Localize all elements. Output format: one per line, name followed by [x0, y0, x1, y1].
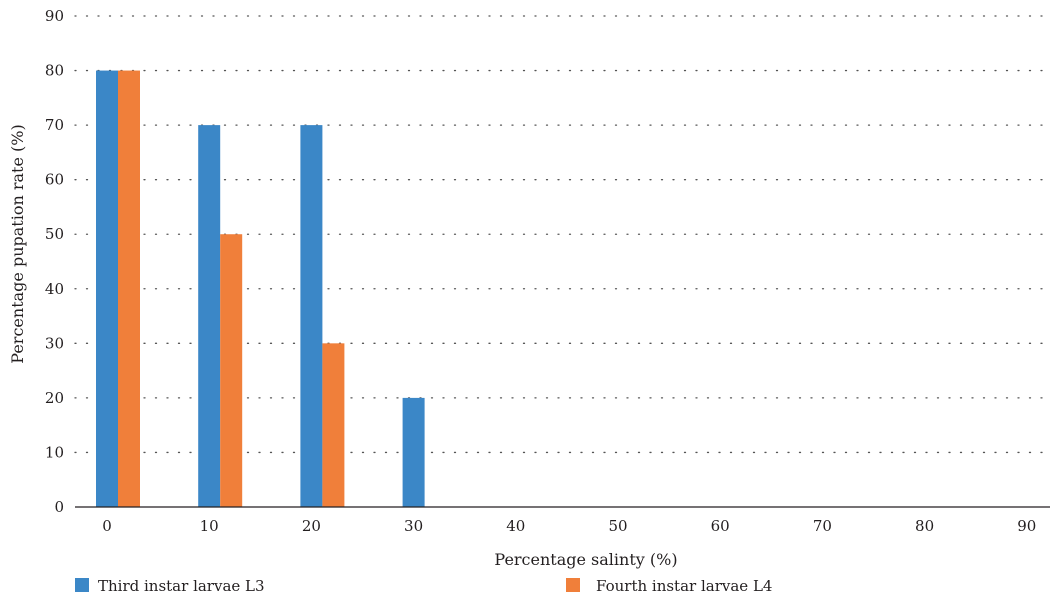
x-tick-labels: 0102030405060708090100	[102, 517, 1036, 535]
y-tick-label-50: 50	[45, 225, 64, 243]
legend-label-l3: Third instar larvae L3	[98, 577, 265, 595]
bar-l3-10	[198, 125, 221, 507]
y-tick-label-0: 0	[54, 498, 64, 516]
x-tick-label-80: 80	[915, 517, 934, 535]
bar-l3-20	[300, 125, 323, 507]
x-tick-label-90: 90	[1017, 517, 1036, 535]
bar-l3-0	[96, 70, 118, 508]
y-tick-labels: 0 10 20 30 40 50 60 70 80 90	[45, 7, 64, 516]
y-tick-label-20: 20	[45, 389, 64, 407]
y-tick-label-30: 30	[45, 334, 64, 352]
bar-l3-30	[402, 397, 425, 507]
x-tick-label-50: 50	[608, 517, 627, 535]
legend-label-l4: Fourth instar larvae L4	[596, 577, 772, 595]
x-tick-label-10: 10	[200, 517, 219, 535]
x-tick-label-30: 30	[404, 517, 423, 535]
legend-swatch-l3	[75, 578, 89, 592]
y-axis-title: Percentage pupation rate (%)	[8, 124, 27, 363]
x-tick-label-60: 60	[711, 517, 730, 535]
y-tick-label-60: 60	[45, 171, 64, 189]
legend-swatch-l4	[566, 578, 580, 592]
y-tick-label-90: 90	[45, 7, 64, 25]
x-axis-title: Percentage salinty (%)	[494, 550, 677, 569]
y-tick-label-40: 40	[45, 280, 64, 298]
y-tick-label-70: 70	[45, 116, 64, 134]
bar-l4-0	[118, 70, 140, 508]
bar-l4-10	[220, 234, 243, 507]
y-tick-label-80: 80	[45, 62, 64, 80]
bar-l4-20	[322, 343, 345, 507]
x-tick-label-40: 40	[506, 517, 525, 535]
legend: Third instar larvae L3 Fourth instar larv…	[75, 577, 772, 595]
x-tick-label-0: 0	[102, 517, 112, 535]
y-tick-label-10: 10	[45, 443, 64, 461]
x-tick-label-20: 20	[302, 517, 321, 535]
bars-group	[96, 70, 425, 508]
x-tick-label-70: 70	[813, 517, 832, 535]
